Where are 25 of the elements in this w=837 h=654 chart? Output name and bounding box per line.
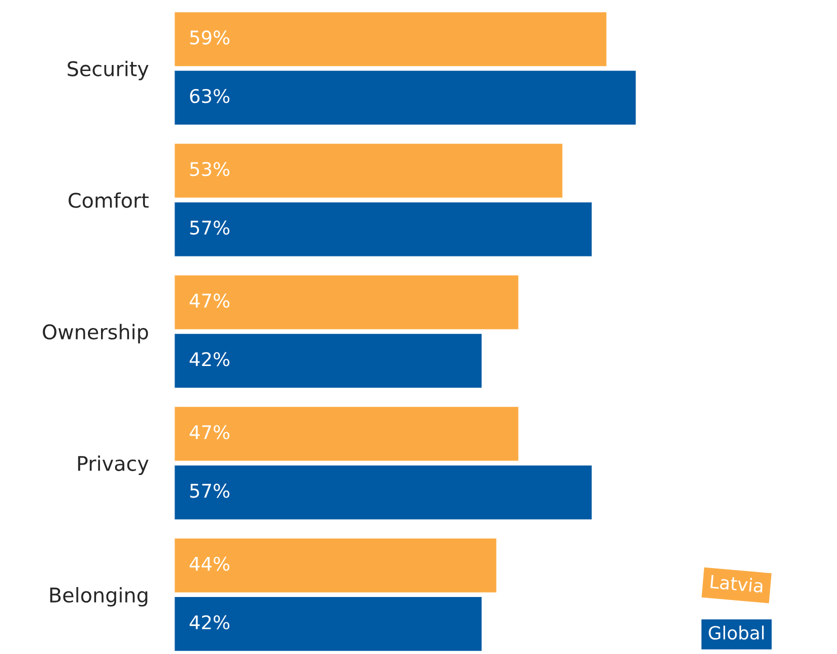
y-tick-label: Security <box>68 60 148 80</box>
y-tick-label: Privacy <box>78 455 148 475</box>
bar <box>174 406 520 462</box>
bar <box>174 69 638 126</box>
data-label: 47% <box>190 294 230 308</box>
data-label: 42% <box>190 352 230 366</box>
bar <box>174 10 608 68</box>
y-tick-label: Comfort <box>68 192 149 208</box>
text: Global <box>708 626 764 640</box>
data-label: 42% <box>190 615 230 630</box>
bar <box>174 464 594 521</box>
data-label: 59% <box>190 30 230 45</box>
data-label: 63% <box>190 88 230 104</box>
y-tick-label: Ownership <box>42 324 148 344</box>
bar <box>174 332 484 390</box>
data-label: 44% <box>190 556 230 571</box>
bar <box>174 274 520 331</box>
data-label: 47% <box>190 425 230 440</box>
bar <box>174 142 564 200</box>
bar <box>174 200 594 258</box>
text: Latvia <box>710 574 764 593</box>
data-label: 53% <box>190 162 230 176</box>
data-label: 57% <box>190 484 230 498</box>
data-label: 57% <box>190 220 230 235</box>
y-tick-label: Belonging <box>50 587 148 607</box>
